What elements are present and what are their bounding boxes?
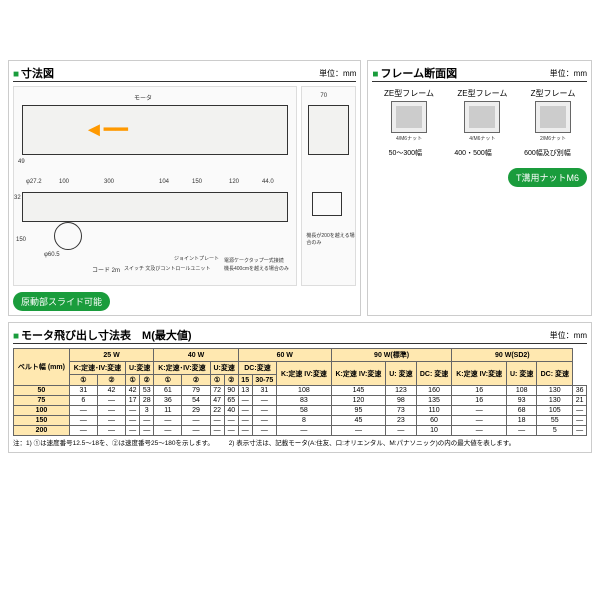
side-drawing: 70 機長が200を越える場合のみ <box>301 86 356 286</box>
frame-types-row: ZE型フレーム 4/M6ナット ZE型フレーム 4/M6ナット Z型フレーム 2… <box>372 88 587 142</box>
col-belt: ベルト幅 (mm) <box>14 349 70 386</box>
dimension-header: ■寸法図 単位：mm <box>13 65 356 82</box>
motor-table-section: ■モータ飛び出し寸法表 M(最大値) 単位：mm ベルト幅 (mm) 25 W … <box>8 322 592 453</box>
dimension-section: ■寸法図 単位：mm ◄━━ モータ 49 φ27.2 100 300 104 <box>8 60 361 316</box>
motor-table: ベルト幅 (mm) 25 W 40 W 60 W 90 W(標準) 90 W(S… <box>13 348 587 436</box>
slide-badge: 原動部スライド可能 <box>13 292 110 311</box>
dimension-title: ■寸法図 <box>13 65 54 81</box>
motor-table-unit: 単位：mm <box>550 330 587 341</box>
table-row: 5031424253617972901331108145123160161081… <box>14 386 587 396</box>
frame-widths-row: 50～300幅 400・500幅 600幅及び別幅 <box>372 148 587 158</box>
frame-type-1: ZE型フレーム 4/M6ナット <box>384 88 434 142</box>
motor-table-title: ■モータ飛び出し寸法表 M(最大値) <box>13 327 192 343</box>
motor-label: モータ <box>134 93 152 102</box>
motor-table-header: ■モータ飛び出し寸法表 M(最大値) 単位：mm <box>13 327 587 344</box>
table-note: 注：1) ①は速度番号12.5～18を、②は速度番号25～180を示します。 2… <box>13 440 587 448</box>
main-drawing: ◄━━ モータ 49 φ27.2 100 300 104 150 120 44.… <box>13 86 297 286</box>
direction-arrow: ◄━━ <box>84 117 128 142</box>
t-nut-badge: T溝用ナットM6 <box>508 168 587 187</box>
dimension-unit: 単位：mm <box>319 68 356 79</box>
table-row: 100———311292240——589573110—68105— <box>14 406 587 416</box>
frame-type-2: ZE型フレーム 4/M6ナット <box>457 88 507 142</box>
frame-title: ■フレーム断面図 <box>372 65 457 81</box>
frame-unit: 単位：mm <box>550 68 587 79</box>
table-row: 200—————————————10——5— <box>14 426 587 436</box>
table-row: 150——————————8452360—1855— <box>14 416 587 426</box>
frame-type-3: Z型フレーム 2/M6ナット <box>531 88 576 142</box>
frame-section: ■フレーム断面図 単位：mm ZE型フレーム 4/M6ナット ZE型フレーム 4… <box>367 60 592 316</box>
frame-header: ■フレーム断面図 単位：mm <box>372 65 587 82</box>
table-row: 756—172836544765——8312098135169313021 <box>14 396 587 406</box>
